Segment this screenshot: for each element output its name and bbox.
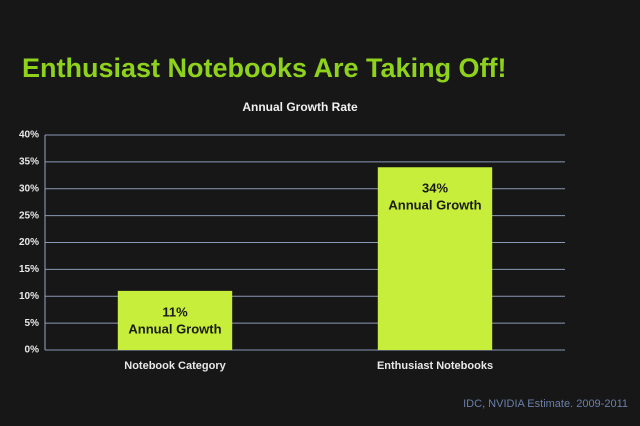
chart-subtitle: Annual Growth Rate	[242, 100, 358, 114]
value-label: 34%	[422, 181, 448, 196]
y-tick-label: 10%	[19, 291, 39, 302]
value-annotation: Annual Growth	[128, 321, 221, 336]
bar	[377, 167, 493, 350]
y-tick-label: 20%	[19, 237, 39, 248]
value-annotation: Annual Growth	[388, 198, 481, 213]
chart-title: Enthusiast Notebooks Are Taking Off!	[22, 53, 507, 83]
y-tick-label: 35%	[19, 157, 39, 168]
bar	[117, 290, 233, 350]
y-tick-label: 40%	[19, 130, 39, 141]
x-tick-label: Notebook Category	[124, 360, 226, 372]
y-tick-label: 25%	[19, 210, 39, 221]
source-note: IDC, NVIDIA Estimate. 2009-2011	[463, 398, 628, 410]
y-tick-label: 0%	[25, 345, 40, 356]
y-tick-label: 15%	[19, 264, 39, 275]
y-tick-label: 30%	[19, 183, 39, 194]
y-tick-label: 5%	[25, 318, 40, 329]
x-tick-label: Enthusiast Notebooks	[377, 360, 493, 372]
value-label: 11%	[162, 304, 188, 319]
